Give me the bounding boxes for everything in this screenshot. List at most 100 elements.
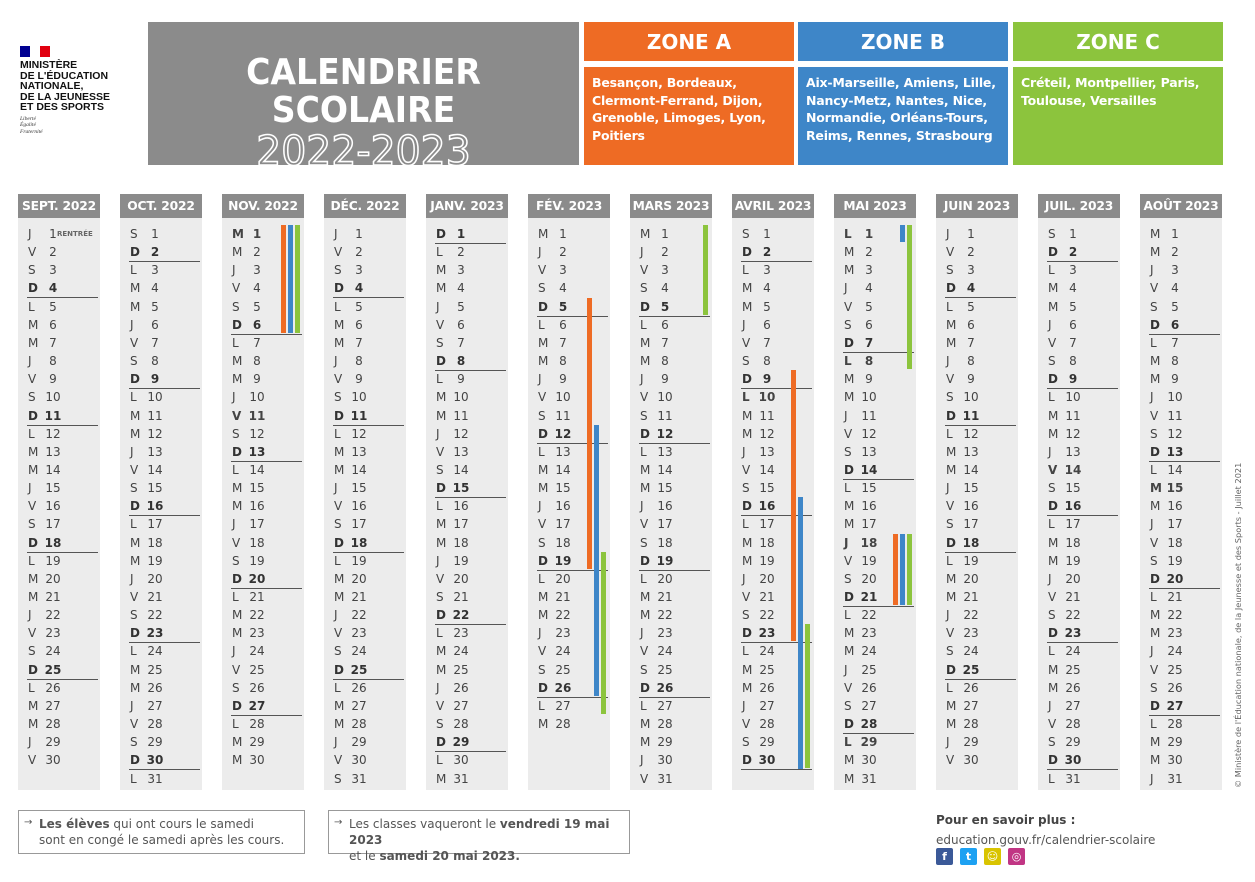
holiday-bar-zone-b [288, 225, 293, 333]
calendar-day: D 26 [535, 679, 608, 698]
calendar-day: S 22 [742, 608, 775, 623]
snapchat-icon[interactable]: ☺ [984, 848, 1001, 865]
calendar-day: S 22 [130, 608, 163, 623]
calendar-day: L 16 [436, 499, 469, 514]
calendar-day: M 21 [28, 590, 61, 604]
holiday-bar-zone-c [907, 533, 912, 606]
calendar-day: L 22 [844, 608, 877, 623]
calendar-day: V 23 [946, 626, 979, 641]
calendar-day: S 26 [1150, 680, 1183, 695]
calendar-day: D 13 [1147, 443, 1220, 462]
zone-cities: Aix-Marseille, Amiens, Lille, Nancy-Metz… [798, 67, 1008, 165]
calendar-day: V 16 [334, 499, 367, 514]
calendar-day: M 30 [232, 753, 265, 768]
calendar-day: S 17 [946, 517, 979, 532]
calendar-day: D 22 [433, 606, 506, 626]
holiday-bar-zone-a [281, 225, 286, 333]
facebook-icon[interactable]: f [936, 848, 953, 865]
calendar-day: L 19 [28, 553, 61, 568]
calendar-day: S 10 [28, 390, 61, 405]
calendar-day: D 26 [637, 679, 710, 698]
calendar-day: S 11 [538, 408, 571, 423]
calendar-day: J 24 [1150, 644, 1183, 659]
calendar-day: V 28 [742, 717, 775, 732]
calendar-day: V 14 [1048, 462, 1082, 477]
arrow-icon: → [24, 817, 33, 828]
calendar-day: S 13 [844, 444, 877, 459]
calendar-day: M 21 [538, 590, 571, 604]
calendar-day: V 30 [28, 753, 61, 768]
calendar-day: L 31 [1048, 771, 1081, 786]
calendar-day: L 27 [640, 698, 673, 713]
month-column: JANV. 2023 D 1 L 2 M 3 M 4 J 5 V 6 S 7 D 8 L 9 M 10 M 11 J 12 V 13… [426, 194, 508, 790]
twitter-icon[interactable]: t [960, 848, 977, 865]
more-info-link[interactable]: education.gouv.fr/calendrier-scolaire [936, 833, 1156, 847]
month-column: OCT. 2022 S 1 D 2 L 3 M 4 M 5 J 6 V 7 S 8 D 9 L 10 M 11 M 12 J 13 V… [120, 194, 202, 790]
calendar-day: S 24 [28, 644, 61, 659]
calendar-day: M 22 [1150, 608, 1183, 623]
calendar-day: M 12 [130, 426, 163, 441]
calendar-day: V 24 [538, 644, 571, 659]
calendar-day: M 13 [946, 444, 979, 459]
calendar-day: V 18 [1150, 535, 1183, 550]
calendar-day: M 26 [1048, 680, 1081, 695]
calendar-day: J 27 [1048, 698, 1081, 713]
calendar-day: M 25 [436, 662, 469, 677]
calendar-day: D 15 [433, 479, 506, 499]
calendar-day: M 29 [1150, 735, 1183, 750]
holiday-bar-zone-c [703, 225, 708, 315]
calendar-day: S 10 [946, 390, 979, 405]
calendar-day: M 11 [130, 408, 163, 423]
instagram-icon[interactable]: ◎ [1008, 848, 1025, 865]
calendar-day: M 13 [28, 444, 61, 459]
calendar-day: V 19 [844, 553, 877, 568]
zone-cities: Besançon, Bordeaux, Clermont-Ferrand, Di… [584, 67, 794, 165]
french-flag-icon [20, 46, 50, 57]
calendar-day: M 23 [1150, 626, 1183, 641]
calendar-day: J 1 RENTRÉE [28, 227, 93, 241]
month-header: OCT. 2022 [120, 194, 202, 218]
calendar-day: M 14 [538, 462, 571, 477]
calendar-day: D 30 [1045, 751, 1118, 771]
calendar-day: S 17 [334, 517, 367, 532]
calendar-day: M 20 [334, 571, 367, 586]
holiday-bar-zone-a [893, 533, 898, 606]
calendar-day: D 25 [331, 661, 404, 680]
calendar-day: S 19 [1150, 553, 1183, 568]
calendar-day: D 19 [535, 552, 608, 571]
calendar-day: M 14 [946, 462, 979, 477]
calendar-day: D 16 [127, 497, 200, 517]
calendar-day: M 12 [1048, 426, 1081, 441]
calendar-day: M 14 [28, 462, 61, 477]
calendar-day: V 21 [130, 590, 163, 604]
month-column: MARS 2023 M 1 J 2 V 3 S 4 D 5 L 6 M 7 M 8 J 9 V 10 S 11 D 12 L 13 M… [630, 194, 712, 790]
calendar-day: M 10 [436, 390, 469, 405]
calendar-day: S 25 [538, 662, 571, 677]
zone-title: ZONE B [798, 22, 1008, 61]
calendar-day: V 24 [640, 644, 673, 659]
